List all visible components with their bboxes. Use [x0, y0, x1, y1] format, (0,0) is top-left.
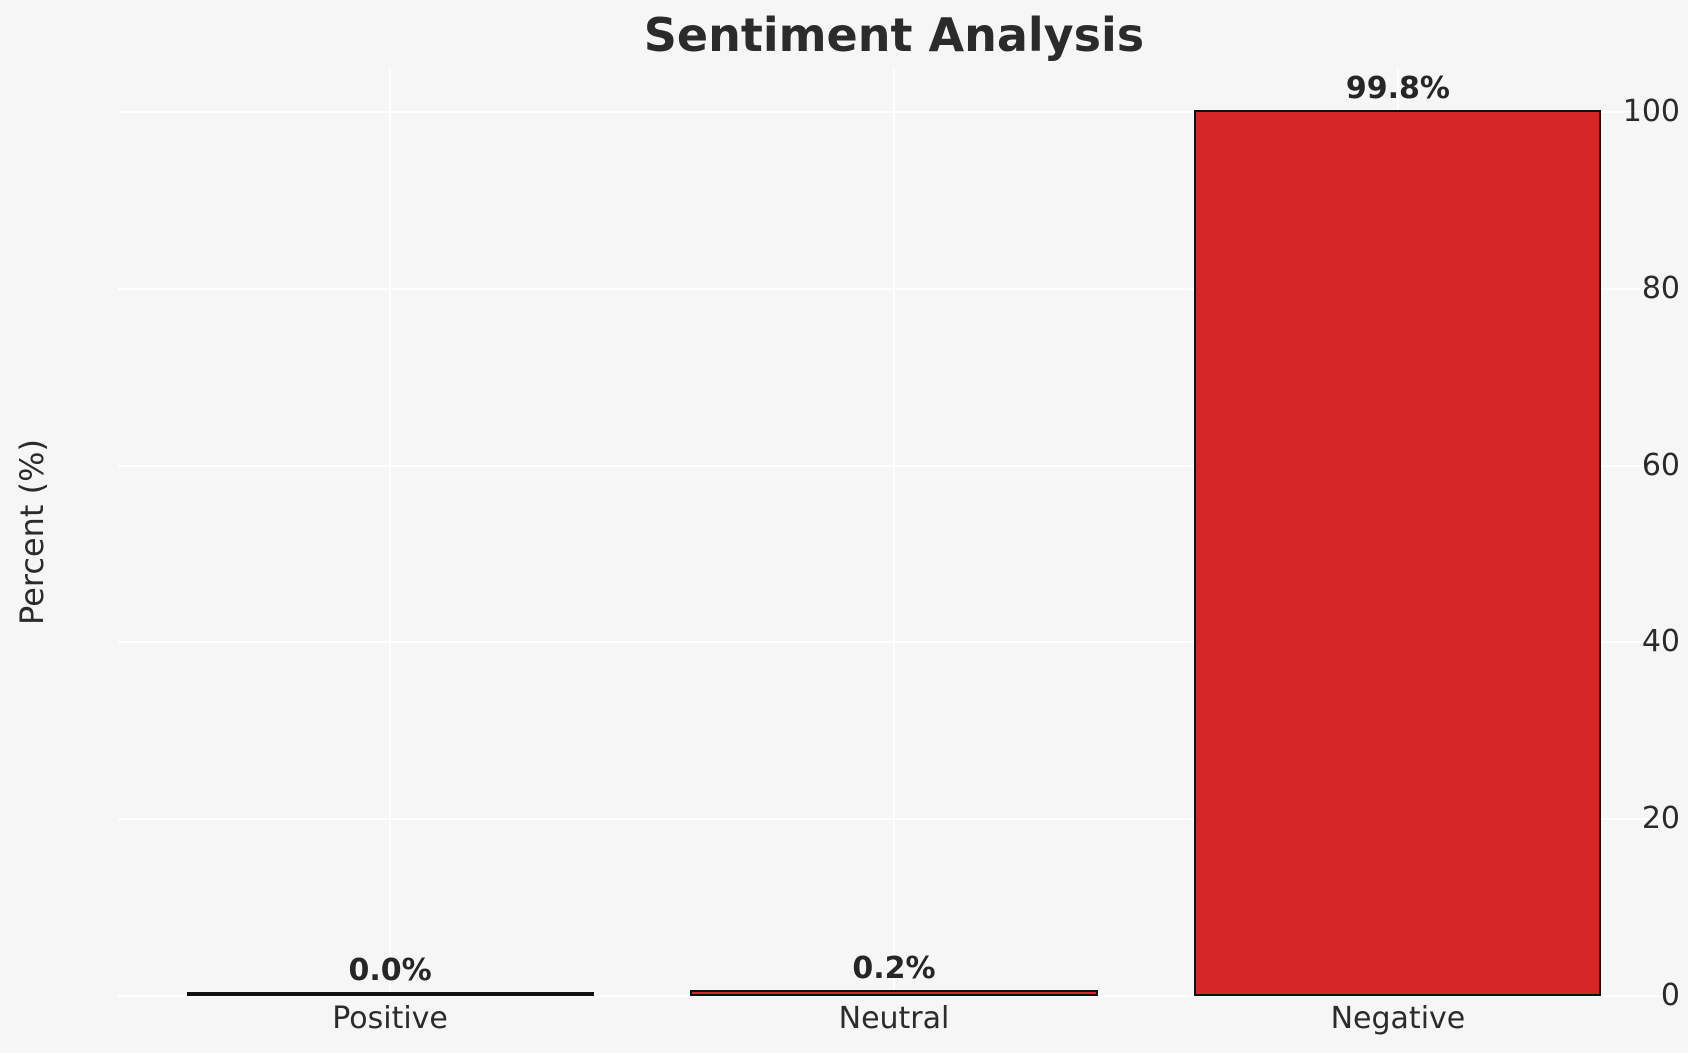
y-tick-label-0: 0 [1660, 978, 1680, 1013]
chart-title: Sentiment Analysis [643, 8, 1145, 62]
x-tick-label-positive: Positive [332, 1001, 448, 1036]
y-tick-label-80: 80 [1641, 270, 1680, 306]
gridline-y-0 [118, 995, 1670, 997]
value-label-negative: 99.8% [1345, 70, 1450, 106]
bar-neutral [690, 990, 1098, 996]
y-tick-label-100: 100 [1622, 94, 1680, 130]
y-tick-label-60: 60 [1641, 447, 1680, 483]
gridline-x-neutral [893, 68, 895, 996]
x-tick-label-neutral: Neutral [838, 1001, 950, 1036]
x-tick-label-negative: Negative [1330, 1001, 1466, 1036]
y-tick-label-40: 40 [1641, 624, 1680, 660]
y-tick-label-20: 20 [1641, 801, 1680, 837]
bar-positive [186, 992, 594, 996]
plot-area: 0.0% 0.2% 99.8% [118, 68, 1670, 997]
bar-negative [1194, 109, 1602, 996]
gridline-x-positive [389, 68, 392, 996]
y-axis-label: Percent (%) [13, 439, 51, 625]
value-label-positive: 0.0% [348, 953, 432, 988]
value-label-neutral: 0.2% [852, 951, 936, 987]
